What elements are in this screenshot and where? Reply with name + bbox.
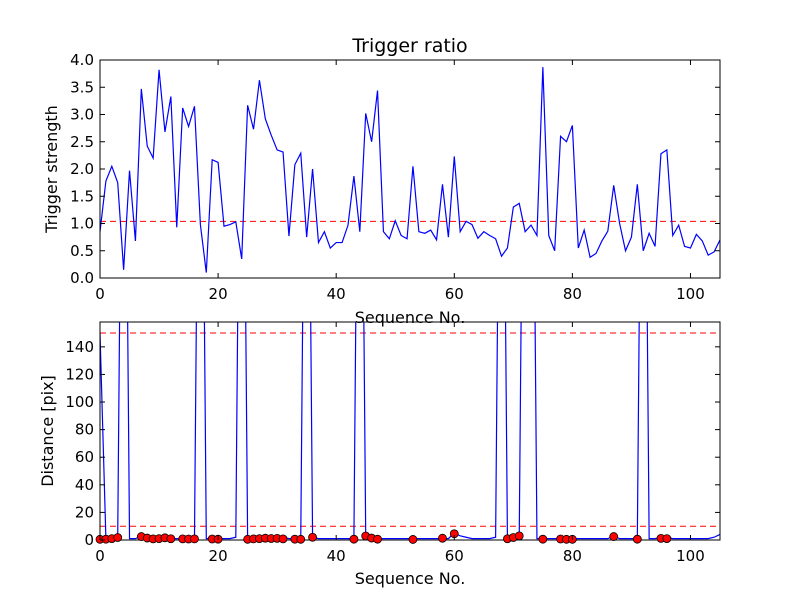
x-tick-label: 20 (209, 547, 228, 565)
data-point-marker (308, 532, 317, 542)
y-tick-label: 40 (75, 476, 94, 494)
data-point-marker (514, 531, 524, 541)
chart-title: Trigger ratio (351, 35, 467, 57)
series-line (100, 322, 720, 540)
y-tick-label: 100 (65, 393, 94, 411)
y-tick-label: 2.5 (70, 133, 94, 151)
x-tick-label: 40 (327, 285, 346, 303)
y-tick-label: 0.0 (70, 269, 94, 287)
data-point-marker (113, 533, 123, 542)
y-tick-label: 0 (84, 531, 94, 549)
series-line (100, 67, 720, 273)
data-point-marker (166, 534, 176, 544)
y-tick-label: 1.5 (70, 187, 94, 205)
distance-chart: 0 20 40 60 80 100 120 140 0 20 40 60 80 100 Sequence… (38, 321, 721, 588)
x-axis-label: Sequence No. (355, 569, 466, 588)
x-tick-label: 60 (445, 285, 464, 303)
y-tick-label: 3.0 (70, 106, 94, 124)
y-tick-label: 4.0 (70, 51, 94, 69)
data-point-marker (296, 534, 306, 544)
plot-frame (99, 59, 721, 279)
plot-frame (99, 321, 721, 541)
data-point-marker (609, 532, 619, 541)
data-point-marker (278, 534, 288, 544)
data-point-marker (538, 534, 548, 544)
data-point-marker (632, 534, 642, 544)
y-axis-label: Trigger strength (42, 105, 61, 234)
x-tick-label: 0 (95, 285, 105, 303)
data-point-marker (438, 533, 447, 543)
x-tick-label: 80 (563, 285, 582, 303)
x-tick-label: 20 (209, 285, 228, 303)
data-point-marker (349, 534, 359, 544)
y-tick-label: 20 (75, 503, 94, 521)
x-tick-label: 100 (676, 285, 705, 303)
x-tick-label: 60 (445, 547, 464, 565)
y-axis-label: Distance [pix] (38, 375, 57, 487)
data-point-marker (190, 534, 199, 544)
y-tick-label: 3.5 (70, 78, 94, 96)
x-tick-label: 40 (327, 547, 346, 565)
x-tick-label: 0 (95, 547, 105, 565)
y-tick-label: 60 (75, 448, 94, 466)
trigger-ratio-chart: Trigger ratio 0.0 0.5 1.0 1.5 2.0 2.5 3.0 3.5 4.… (42, 35, 721, 327)
y-tick-label: 1.0 (70, 215, 94, 233)
x-tick-label: 100 (676, 547, 705, 565)
y-tick-label: 0.5 (70, 242, 94, 260)
y-tick-label: 2.0 (70, 160, 94, 178)
y-tick-label: 140 (65, 338, 94, 356)
data-point-marker (662, 534, 672, 544)
y-tick-label: 80 (75, 421, 94, 439)
data-point-marker (408, 535, 418, 544)
y-tick-label: 120 (65, 365, 94, 383)
data-point-marker (373, 534, 382, 544)
x-tick-label: 80 (563, 547, 582, 565)
x-axis-label: Sequence No. (355, 308, 466, 327)
